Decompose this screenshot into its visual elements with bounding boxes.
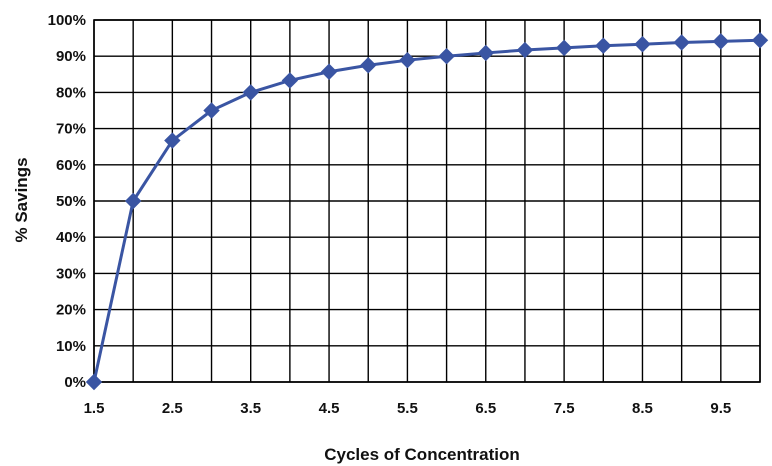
data-point-marker <box>85 373 103 391</box>
data-point-marker <box>516 41 534 59</box>
y-tick-label: 30% <box>56 265 86 282</box>
x-axis-title: Cycles of Concentration <box>324 445 520 464</box>
data-point-marker <box>751 32 769 49</box>
y-axis-title: % Savings <box>12 157 31 242</box>
y-tick-label: 50% <box>56 193 86 210</box>
y-tick-label: 70% <box>56 121 86 138</box>
y-tick-label: 20% <box>56 302 86 319</box>
data-point-marker <box>320 63 338 80</box>
plot-border <box>93 19 761 383</box>
data-point-marker <box>555 39 573 57</box>
y-tick-label: 90% <box>56 48 86 65</box>
x-axis-ticks: 1.5 2.5 3.5 4.5 5.5 6.5 7.5 8.5 9.5 <box>84 400 732 417</box>
y-tick-label: 60% <box>56 157 86 174</box>
data-point-marker <box>595 37 612 54</box>
x-tick-label: 4.5 <box>319 400 340 417</box>
data-point-marker <box>203 102 220 119</box>
y-tick-label: 40% <box>56 229 86 246</box>
x-tick-label: 8.5 <box>632 400 653 417</box>
data-point-marker <box>242 84 259 101</box>
series-line <box>85 32 769 391</box>
x-tick-label: 7.5 <box>554 400 575 417</box>
y-tick-label: 80% <box>56 84 86 101</box>
x-tick-label: 6.5 <box>475 400 496 417</box>
series-polyline <box>92 38 761 383</box>
y-tick-label: 10% <box>56 338 86 355</box>
y-axis-ticks: 0% 10% 20% 30% 40% 50% 60% 70% 80% 90% 100% <box>48 12 86 391</box>
data-point-marker <box>164 132 181 149</box>
y-tick-label: 100% <box>48 12 86 29</box>
x-tick-label: 3.5 <box>240 400 261 417</box>
data-point-marker <box>477 44 494 62</box>
x-tick-label: 2.5 <box>162 400 183 417</box>
x-tick-label: 9.5 <box>710 400 731 417</box>
data-point-marker <box>281 72 299 89</box>
data-point-marker <box>712 33 730 50</box>
data-point-marker <box>438 47 455 65</box>
y-tick-label: 0% <box>64 374 86 391</box>
data-point-marker <box>634 36 651 53</box>
grid-lines <box>93 19 761 383</box>
data-point-marker <box>124 192 142 210</box>
x-tick-label: 1.5 <box>84 400 105 417</box>
data-point-marker <box>360 57 377 74</box>
data-point-marker <box>399 51 416 69</box>
x-tick-label: 5.5 <box>397 400 418 417</box>
data-point-marker <box>673 34 690 51</box>
